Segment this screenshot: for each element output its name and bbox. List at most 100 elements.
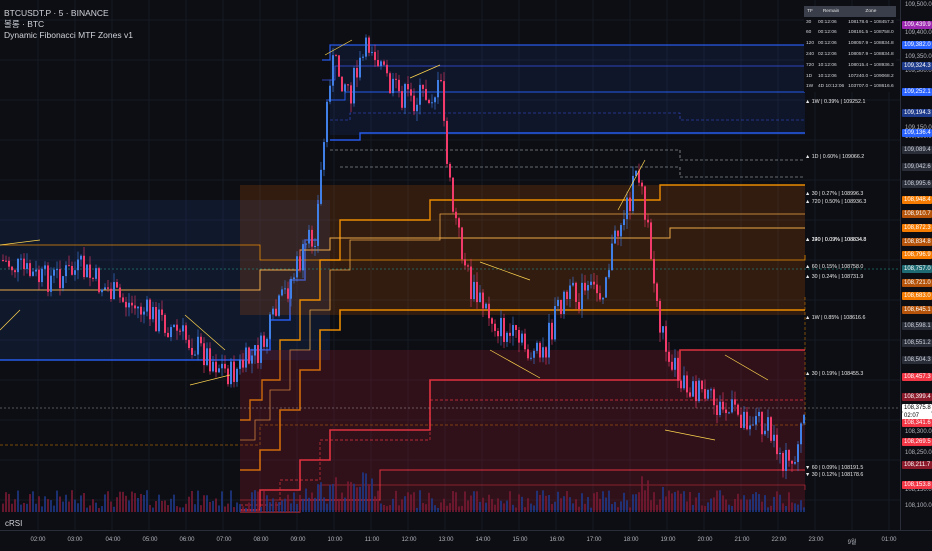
volume-bar xyxy=(503,503,505,512)
volume-bar xyxy=(101,506,103,512)
zone-line xyxy=(240,184,805,421)
price-axis[interactable]: 109,500.0 109,400.0 109,350.0 109,300.0 109,… xyxy=(900,0,932,530)
candle xyxy=(134,305,136,309)
volume-bar xyxy=(701,505,703,512)
candle xyxy=(704,389,706,399)
volume-bar xyxy=(152,507,154,512)
volume-bar xyxy=(293,492,295,512)
volume-bar xyxy=(104,494,106,512)
candle xyxy=(425,88,427,100)
volume-bar xyxy=(20,504,22,512)
volume-bar xyxy=(332,484,334,512)
volume-bar xyxy=(113,506,115,512)
candle xyxy=(215,361,217,373)
candle xyxy=(656,283,658,301)
volume-bar xyxy=(173,494,175,512)
candle xyxy=(797,444,799,463)
volume-bar xyxy=(677,490,679,512)
candle xyxy=(23,258,25,270)
time-tick: 16:00 xyxy=(549,537,565,543)
candle xyxy=(782,452,784,471)
candle xyxy=(719,401,721,415)
volume-bar xyxy=(785,506,787,512)
candle xyxy=(263,335,265,347)
volume-bar xyxy=(275,501,277,512)
candle xyxy=(86,264,88,278)
volume-bar xyxy=(473,491,475,512)
volume-bar xyxy=(302,498,304,512)
mtf-cell: 1W xyxy=(804,81,817,93)
time-tick: 15:00 xyxy=(512,537,528,543)
volume-bar xyxy=(329,484,331,512)
mtf-cell: 108057.9 ~ 108834.8 xyxy=(846,49,896,60)
volume-bar xyxy=(803,507,805,512)
time-axis[interactable]: 02:00 03:00 04:00 05:00 06:00 07:00 08:00 09:00… xyxy=(0,530,932,551)
volume-bar xyxy=(164,500,166,512)
volume-bar xyxy=(758,494,760,512)
candle xyxy=(239,359,241,369)
candle xyxy=(647,219,649,223)
volume-bar xyxy=(485,502,487,512)
volume-bar xyxy=(488,494,490,512)
volume-bar xyxy=(44,496,46,512)
candle xyxy=(671,361,673,370)
mtf-cell: 120 xyxy=(804,38,817,50)
volume-bar xyxy=(116,497,118,512)
mtf-cell: 1D xyxy=(804,70,817,82)
mtf-cell: 60 xyxy=(804,27,817,39)
candle xyxy=(560,299,562,314)
crsi-pane-label[interactable]: cRSI xyxy=(5,519,23,528)
price-tick: 109,300.0 xyxy=(905,68,932,74)
volume-bar xyxy=(59,496,61,512)
price-tick: 109,350.0 xyxy=(905,54,932,60)
volume-bar xyxy=(536,490,538,512)
candle xyxy=(41,268,43,283)
candle xyxy=(20,258,22,260)
volume-bar xyxy=(611,504,613,512)
symbol-title[interactable]: BTCUSDT.P · 5 · BINANCE xyxy=(4,8,109,18)
candle xyxy=(170,327,172,338)
volume-bar xyxy=(593,493,595,512)
time-tick: 22:00 xyxy=(771,537,787,543)
candle xyxy=(605,277,607,298)
candle xyxy=(320,169,322,204)
volume-bar xyxy=(791,502,793,512)
price-tick: 109,100.0 xyxy=(905,134,932,140)
zone-line xyxy=(240,309,805,471)
blue-zone-fill xyxy=(330,45,805,135)
price-level-label: 108,645.1 xyxy=(902,306,932,314)
mtf-cell: 4D 10:12:06 xyxy=(816,81,847,93)
candle xyxy=(650,222,652,259)
volume-bar xyxy=(95,502,97,512)
candle xyxy=(419,84,421,105)
volume-bar xyxy=(182,507,184,512)
candle xyxy=(92,277,94,279)
price-tick: 108,300.0 xyxy=(905,429,932,435)
candle xyxy=(680,380,682,389)
candle xyxy=(365,37,367,57)
volume-bar xyxy=(398,505,400,512)
candle xyxy=(89,264,91,278)
volume-bar xyxy=(206,495,208,512)
zone-line xyxy=(0,244,806,261)
volume-bar xyxy=(581,493,583,512)
indicator-title[interactable]: Dynamic Fibonacci MTF Zones v1 xyxy=(4,30,133,40)
price-chart[interactable] xyxy=(0,0,900,530)
candle xyxy=(602,297,604,300)
volume-bar xyxy=(131,491,133,512)
volume-bar xyxy=(788,492,790,512)
volume-bar xyxy=(317,484,319,512)
volume-bar xyxy=(236,502,238,512)
candle xyxy=(440,80,442,82)
volume-bar xyxy=(542,490,544,512)
candle xyxy=(587,285,589,291)
candle xyxy=(467,265,469,267)
volume-bar xyxy=(776,491,778,512)
volume-bar xyxy=(2,503,4,512)
volume-bar xyxy=(320,482,322,512)
volume-bar xyxy=(500,500,502,512)
volume-bar xyxy=(533,505,535,512)
candle xyxy=(245,347,247,368)
volume-bar xyxy=(14,499,16,512)
candle xyxy=(692,381,694,397)
